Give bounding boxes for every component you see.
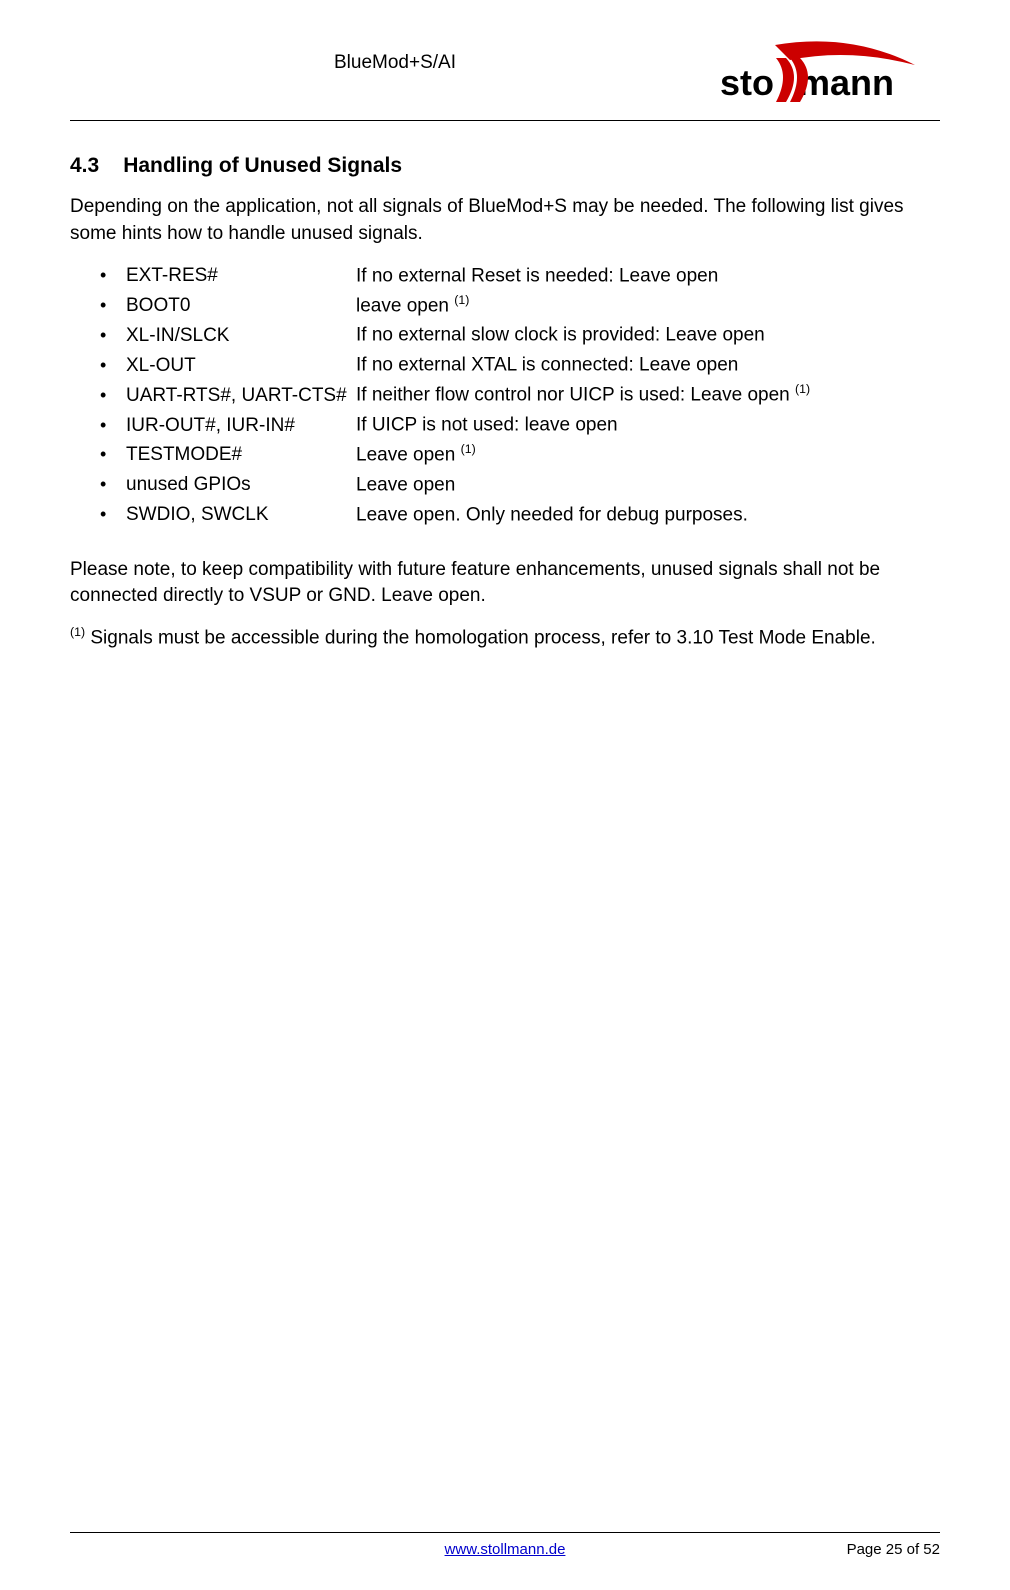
list-item: • TESTMODE# Leave open (1) xyxy=(100,441,940,469)
signal-description: Leave open xyxy=(356,471,940,499)
bullet-icon: • xyxy=(100,353,126,378)
bullet-icon: • xyxy=(100,442,126,467)
signal-name: XL-IN/SLCK xyxy=(126,323,356,350)
signal-name: XL-OUT xyxy=(126,353,356,380)
list-item: • SWDIO, SWCLK Leave open. Only needed f… xyxy=(100,501,940,529)
list-item: • UART-RTS#, UART-CTS# If neither flow c… xyxy=(100,381,940,409)
bullet-icon: • xyxy=(100,413,126,438)
bullet-icon: • xyxy=(100,323,126,348)
signal-name: TESTMODE# xyxy=(126,442,356,469)
bullet-icon: • xyxy=(100,472,126,497)
signal-description: leave open (1) xyxy=(356,292,940,320)
signal-description: If UICP is not used: leave open xyxy=(356,411,940,439)
signal-name: IUR-OUT#, IUR-IN# xyxy=(126,413,356,440)
signal-name: UART-RTS#, UART-CTS# xyxy=(126,383,356,410)
signal-list: • EXT-RES# If no external Reset is neede… xyxy=(70,262,940,529)
signal-description: If no external XTAL is connected: Leave … xyxy=(356,351,940,379)
section-title: Handling of Unused Signals xyxy=(123,154,402,177)
bullet-icon: • xyxy=(100,502,126,527)
stollmann-logo: sto mann xyxy=(720,40,940,110)
intro-paragraph: Depending on the application, not all si… xyxy=(70,194,940,247)
footer-divider xyxy=(70,1532,940,1533)
bullet-icon: • xyxy=(100,383,126,408)
signal-description: If neither flow control nor UICP is used… xyxy=(356,381,940,409)
signal-description: Leave open (1) xyxy=(356,441,940,469)
list-item: • BOOT0 leave open (1) xyxy=(100,292,940,320)
document-title: BlueMod+S/AI xyxy=(70,40,720,77)
bullet-icon: • xyxy=(100,293,126,318)
list-item: • XL-IN/SLCK If no external slow clock i… xyxy=(100,321,940,349)
signal-name: BOOT0 xyxy=(126,293,356,320)
footer-url-link[interactable]: www.stollmann.de xyxy=(190,1539,820,1560)
compatibility-note: Please note, to keep compatibility with … xyxy=(70,557,940,610)
signal-description: If no external Reset is needed: Leave op… xyxy=(356,262,940,290)
list-item: • XL-OUT If no external XTAL is connecte… xyxy=(100,351,940,379)
page-footer: www.stollmann.de Page 25 of 52 xyxy=(70,1532,940,1560)
footnote: (1) Signals must be accessible during th… xyxy=(70,624,940,652)
svg-text:mann: mann xyxy=(798,62,894,103)
signal-description: If no external slow clock is provided: L… xyxy=(356,321,940,349)
signal-name: unused GPIOs xyxy=(126,472,356,499)
section-number: 4.3 xyxy=(70,151,99,180)
signal-description: Leave open. Only needed for debug purpos… xyxy=(356,501,940,529)
page-header: BlueMod+S/AI sto mann xyxy=(70,40,940,110)
bullet-icon: • xyxy=(100,263,126,288)
signal-name: SWDIO, SWCLK xyxy=(126,502,356,529)
svg-text:sto: sto xyxy=(720,62,774,103)
header-divider xyxy=(70,120,940,121)
section-heading: 4.3 Handling of Unused Signals xyxy=(70,151,940,180)
page-number: Page 25 of 52 xyxy=(820,1539,940,1560)
list-item: • IUR-OUT#, IUR-IN# If UICP is not used:… xyxy=(100,411,940,439)
signal-name: EXT-RES# xyxy=(126,263,356,290)
list-item: • EXT-RES# If no external Reset is neede… xyxy=(100,262,940,290)
list-item: • unused GPIOs Leave open xyxy=(100,471,940,499)
